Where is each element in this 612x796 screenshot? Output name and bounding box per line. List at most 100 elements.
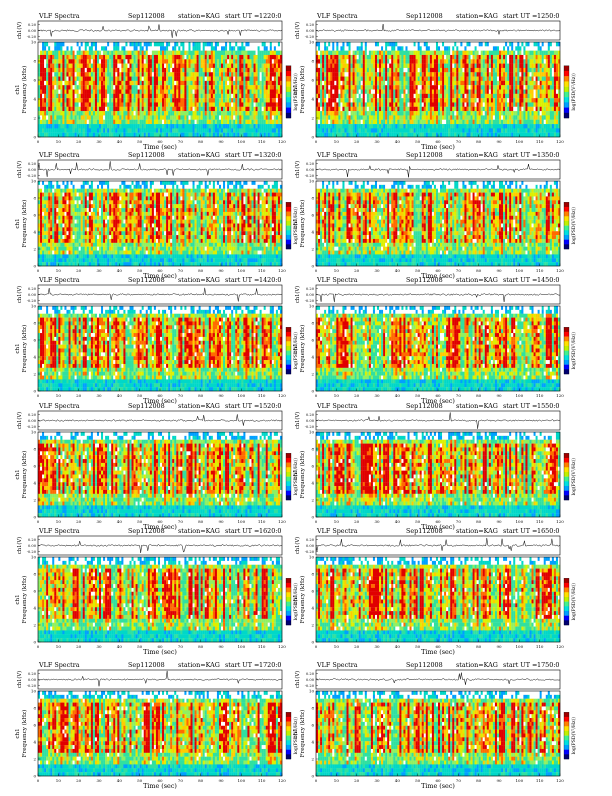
- spectrogram-cell: [458, 46, 460, 50]
- spectrogram-cell: [69, 77, 71, 81]
- spectrogram-cell: [357, 81, 359, 85]
- spectrogram-cell: [260, 124, 262, 128]
- spectrogram-cell: [479, 68, 481, 72]
- spectrogram-cell: [136, 55, 138, 59]
- spectrogram-cell: [525, 94, 527, 98]
- spectrogram-cell: [44, 46, 46, 50]
- spectrogram-cell: [274, 46, 276, 50]
- spectrogram-cell: [241, 81, 243, 85]
- spectrogram-cell: [73, 102, 75, 106]
- spectrogram-cell: [162, 59, 164, 63]
- spectrogram-cell: [412, 85, 414, 89]
- spectrogram-cell: [193, 77, 195, 81]
- spectrogram-cell: [260, 68, 262, 72]
- spectrogram-cell: [117, 68, 119, 72]
- spectrogram-cell: [353, 77, 355, 81]
- spectrogram-cell: [359, 85, 361, 89]
- spectrogram-cell: [66, 51, 68, 55]
- spectrogram-cell: [444, 77, 446, 81]
- spectrogram-cell: [140, 120, 142, 124]
- spectrogram-cell: [440, 72, 442, 76]
- spectrogram-cell: [215, 111, 217, 115]
- spectrogram-cell: [326, 85, 328, 89]
- spectrogram-cell: [176, 94, 178, 98]
- spectrogram-cell: [105, 72, 107, 76]
- spectrogram-cell: [239, 94, 241, 98]
- spectrogram-cell: [487, 90, 489, 94]
- spectrogram-cell: [393, 81, 395, 85]
- spectrogram-cell: [99, 59, 101, 63]
- spectrogram-cell: [115, 46, 117, 50]
- spectrogram-cell: [119, 111, 121, 115]
- spectrogram-cell: [462, 94, 464, 98]
- spectrogram-cell: [322, 90, 324, 94]
- spectrogram-cell: [174, 68, 176, 72]
- spectrogram-cell: [264, 81, 266, 85]
- spectrogram-cell: [536, 98, 538, 102]
- spectrogram-cell: [249, 72, 251, 76]
- spectrogram-cell: [369, 59, 371, 63]
- spectrogram-cell: [219, 46, 221, 50]
- spectrogram-cell: [160, 94, 162, 98]
- spectrogram-cell: [62, 72, 64, 76]
- spectrogram-cell: [207, 120, 209, 124]
- spectrogram-cell: [270, 115, 272, 119]
- spectrogram-cell: [107, 120, 109, 124]
- spectrogram-cell: [326, 107, 328, 111]
- spectrogram-cell: [71, 51, 73, 55]
- spectrogram-cell: [336, 98, 338, 102]
- spectrogram-cell: [349, 94, 351, 98]
- spectrogram-cell: [58, 133, 60, 137]
- spectrogram-cell: [355, 81, 357, 85]
- spectrogram-cell: [247, 128, 249, 132]
- spectrogram-cell: [119, 107, 121, 111]
- spectrogram-cell: [438, 111, 440, 115]
- spectrogram-cell: [174, 81, 176, 85]
- spectrogram-cell: [121, 51, 123, 55]
- spectrogram-cell: [530, 51, 532, 55]
- spectrogram-cell: [89, 59, 91, 63]
- spectrogram-cell: [182, 77, 184, 81]
- spectrogram-cell: [262, 81, 264, 85]
- spectrogram-cell: [258, 68, 260, 72]
- spectrogram-cell: [452, 64, 454, 68]
- spectrogram-cell: [50, 98, 52, 102]
- spectrogram-cell: [91, 64, 93, 68]
- spectrogram-cell: [119, 72, 121, 76]
- spectrogram-cell: [64, 51, 66, 55]
- spectrogram-cell: [249, 68, 251, 72]
- spectrogram-cell: [268, 46, 270, 50]
- spectrogram-cell: [225, 133, 227, 137]
- spectrogram-cell: [229, 68, 231, 72]
- spectrogram-cell: [532, 77, 534, 81]
- spectrogram-cell: [505, 107, 507, 111]
- spectrogram-cell: [205, 77, 207, 81]
- spectrogram-cell: [542, 85, 544, 89]
- spectrogram-cell: [180, 128, 182, 132]
- spectrogram-cell: [266, 51, 268, 55]
- spectrogram-cell: [225, 85, 227, 89]
- spectrogram-cell: [132, 68, 134, 72]
- spectrogram-cell: [209, 51, 211, 55]
- spectrogram-cell: [219, 64, 221, 68]
- spectrogram-cell: [62, 98, 64, 102]
- spectrogram-cell: [193, 81, 195, 85]
- spectrogram-cell: [203, 98, 205, 102]
- spectrogram-cell: [168, 77, 170, 81]
- spectrogram-cell: [481, 59, 483, 63]
- spectrogram-cell: [515, 94, 517, 98]
- spectrogram-cell: [536, 90, 538, 94]
- spectrogram-cell: [73, 85, 75, 89]
- spectrogram-cell: [517, 46, 519, 50]
- spectrogram-cell: [245, 85, 247, 89]
- spectrogram-cell: [105, 51, 107, 55]
- spectrogram-cell: [440, 42, 442, 46]
- spectrogram-cell: [416, 51, 418, 55]
- spectrogram-cell: [195, 120, 197, 124]
- spectrogram-cell: [416, 68, 418, 72]
- spectrogram-cell: [556, 98, 558, 102]
- spectrogram-cell: [148, 77, 150, 81]
- spectrogram-cell: [397, 90, 399, 94]
- spectrogram-cell: [140, 128, 142, 132]
